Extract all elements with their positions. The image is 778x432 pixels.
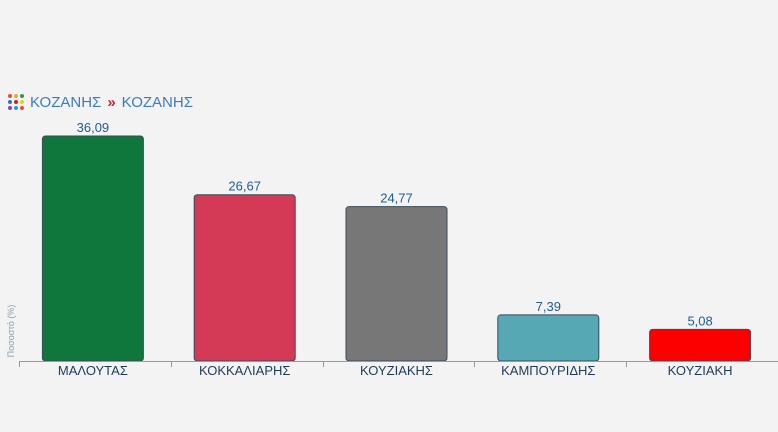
bar-3 (497, 314, 600, 362)
bar-4 (649, 328, 752, 362)
breadcrumb-separator: » (107, 93, 116, 111)
data-label-0: 36,09 (77, 120, 110, 135)
x-tick-label-0: ΜΑΛΟΥΤΑΣ (58, 363, 128, 378)
bar-2 (345, 206, 448, 362)
y-axis-label: Ποσοστό (%) (6, 305, 16, 358)
x-tick-label-2: ΚΟΥΖΙΑΚΗΣ (360, 363, 433, 378)
x-tick-label-4: ΚΟΥΖΙΑΚΗ (668, 363, 733, 378)
breadcrumb: ΚΟΖΑΝΗΣ » ΚΟΖΑΝΗΣ (7, 93, 193, 111)
breadcrumb-link-municipality[interactable]: ΚΟΖΑΝΗΣ (121, 93, 193, 111)
data-label-3: 7,39 (536, 299, 561, 314)
bar-1 (193, 194, 296, 362)
data-label-1: 26,67 (228, 179, 261, 194)
data-label-2: 24,77 (380, 191, 413, 206)
bar-0 (41, 135, 144, 362)
data-label-4: 5,08 (687, 313, 712, 328)
x-tick-label-1: ΚΟΚΚΑΛΙΑΡΗΣ (199, 363, 290, 378)
colored-dots-logo-icon (8, 94, 24, 110)
x-tick-label-3: ΚΑΜΠΟΥΡΙΔΗΣ (501, 363, 595, 378)
breadcrumb-link-region[interactable]: ΚΟΖΑΝΗΣ (30, 93, 102, 111)
